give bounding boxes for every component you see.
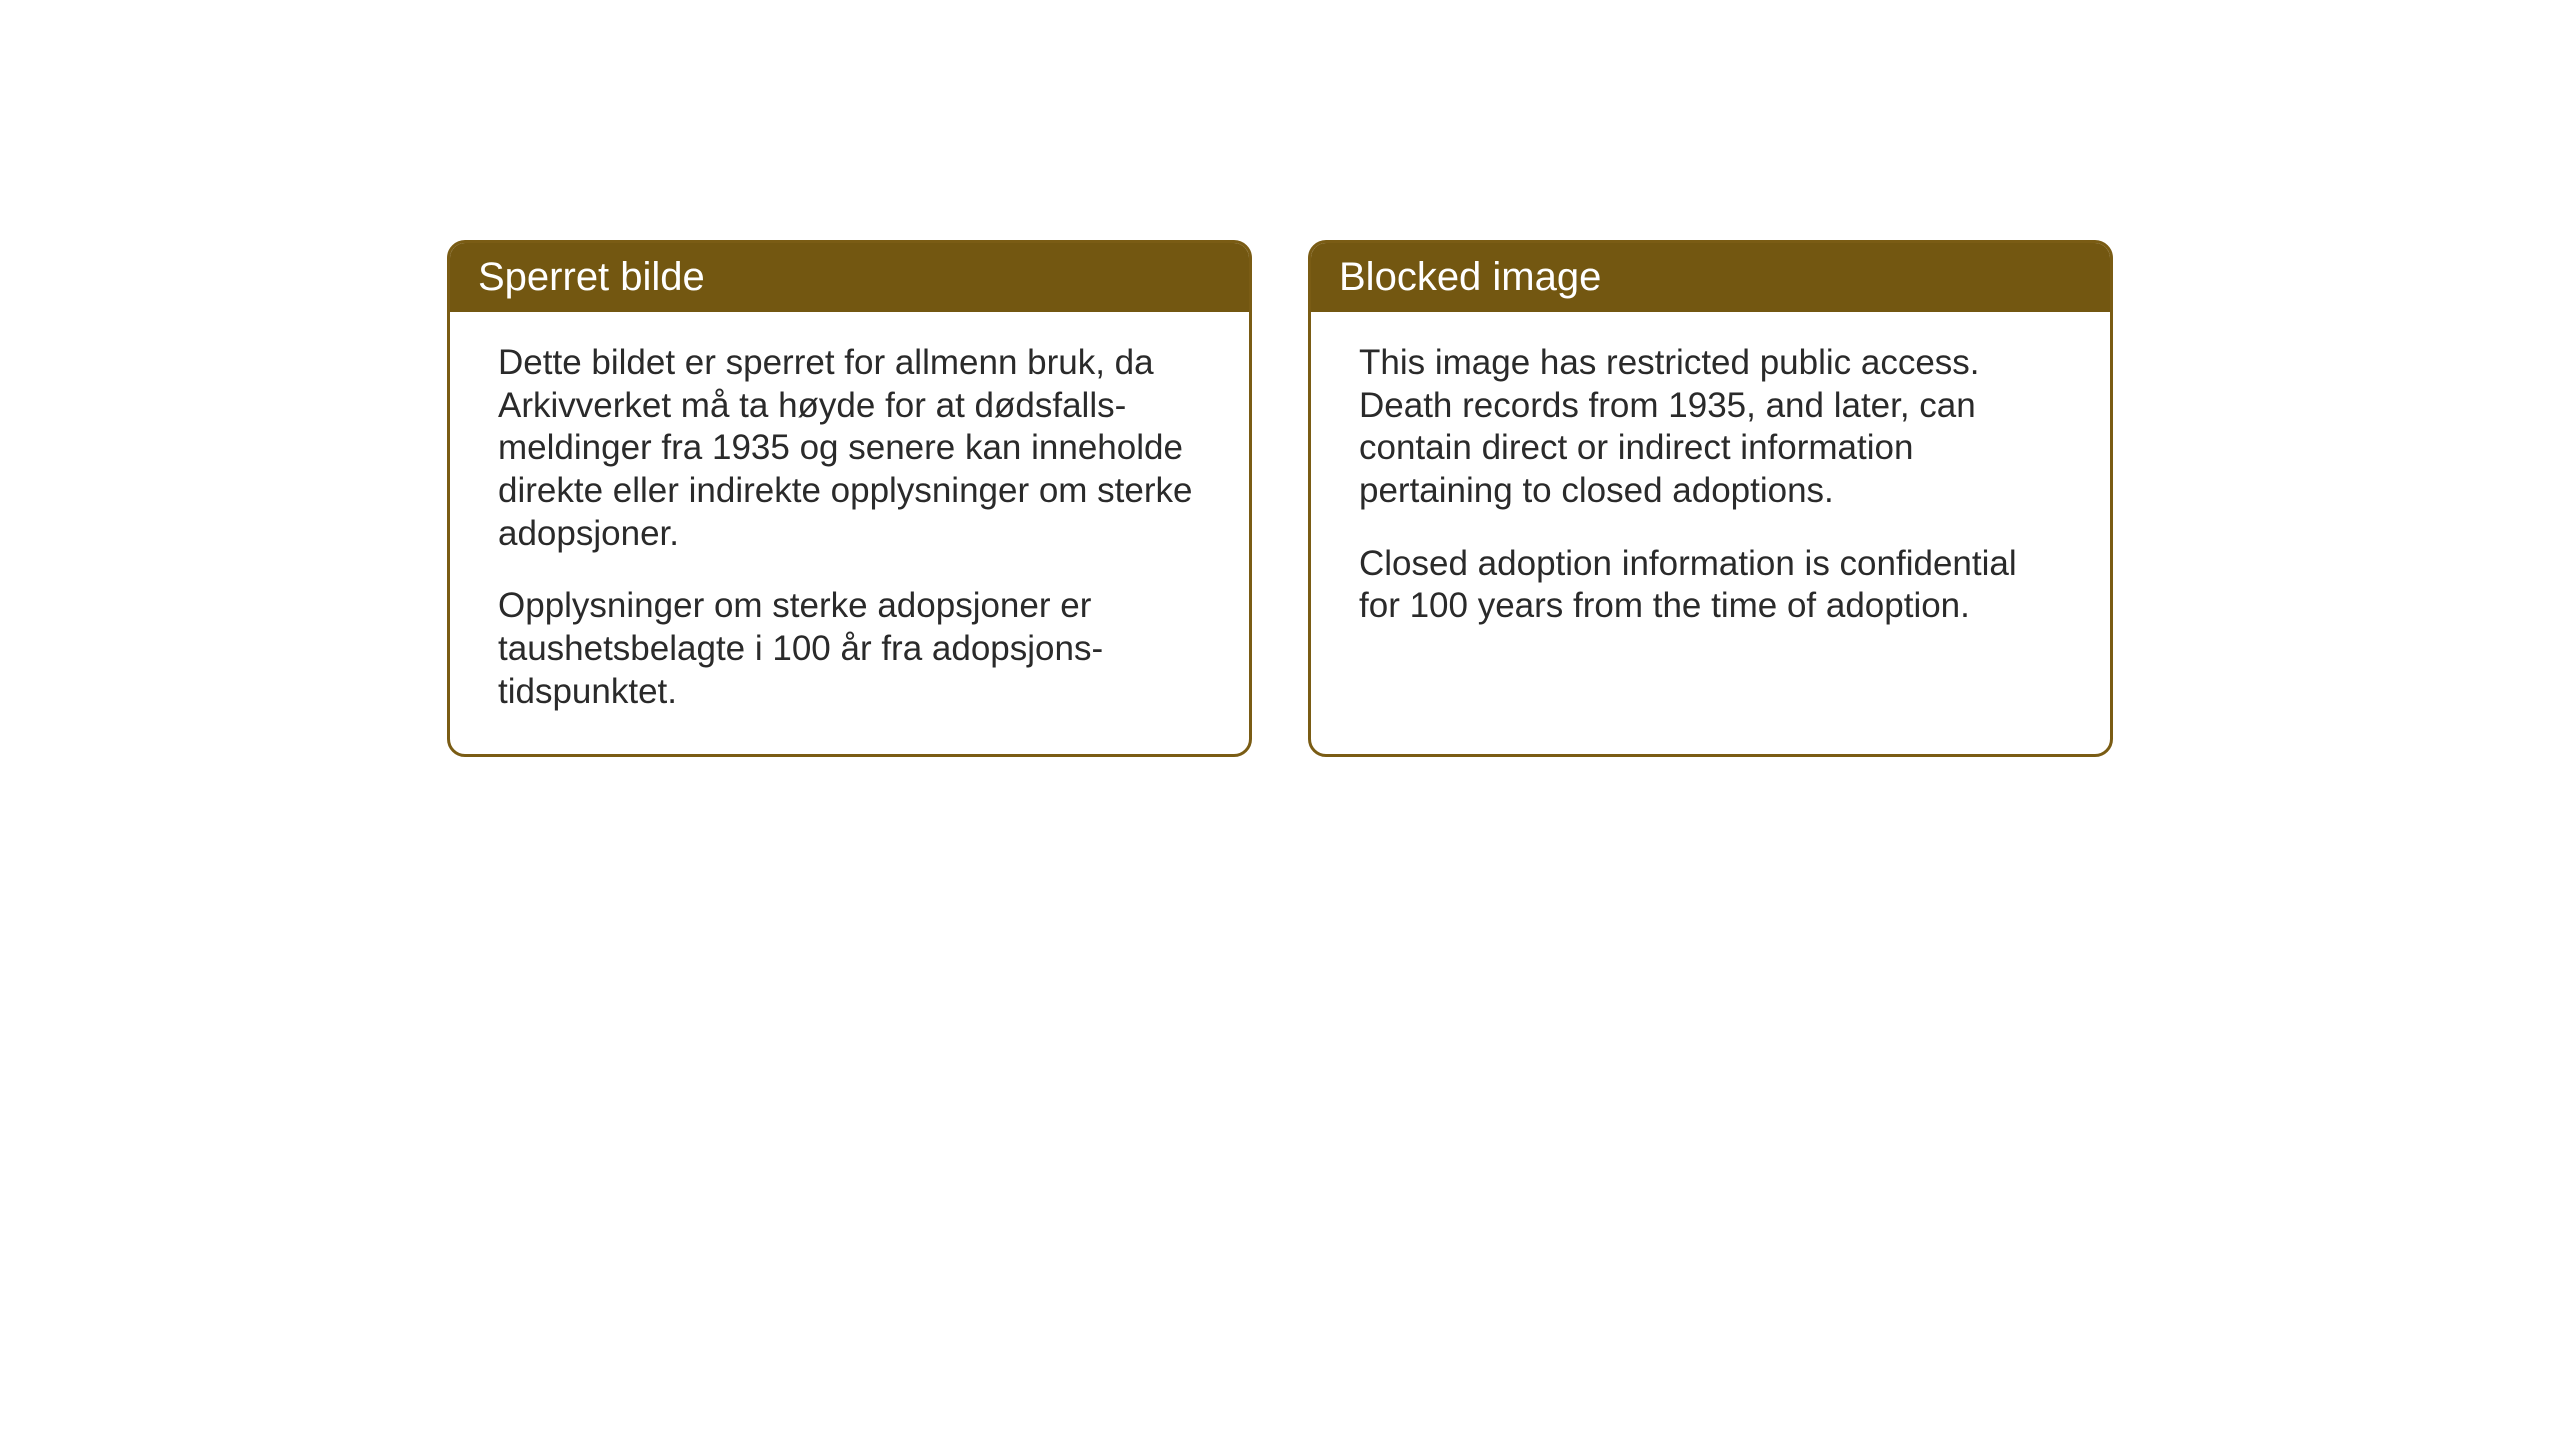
card-paragraph1-english: This image has restricted public access.…	[1359, 342, 2062, 513]
card-header-english: Blocked image	[1311, 243, 2110, 312]
card-header-norwegian: Sperret bilde	[450, 243, 1249, 312]
card-body-english: This image has restricted public access.…	[1311, 312, 2110, 668]
card-norwegian: Sperret bilde Dette bildet er sperret fo…	[447, 240, 1252, 757]
card-title-english: Blocked image	[1339, 255, 1601, 299]
card-paragraph2-english: Closed adoption information is confident…	[1359, 543, 2062, 628]
card-paragraph1-norwegian: Dette bildet er sperret for allmenn bruk…	[498, 342, 1201, 555]
card-paragraph2-norwegian: Opplysninger om sterke adopsjoner er tau…	[498, 585, 1201, 713]
cards-container: Sperret bilde Dette bildet er sperret fo…	[447, 240, 2113, 757]
card-body-norwegian: Dette bildet er sperret for allmenn bruk…	[450, 312, 1249, 754]
card-english: Blocked image This image has restricted …	[1308, 240, 2113, 757]
card-title-norwegian: Sperret bilde	[478, 255, 705, 299]
